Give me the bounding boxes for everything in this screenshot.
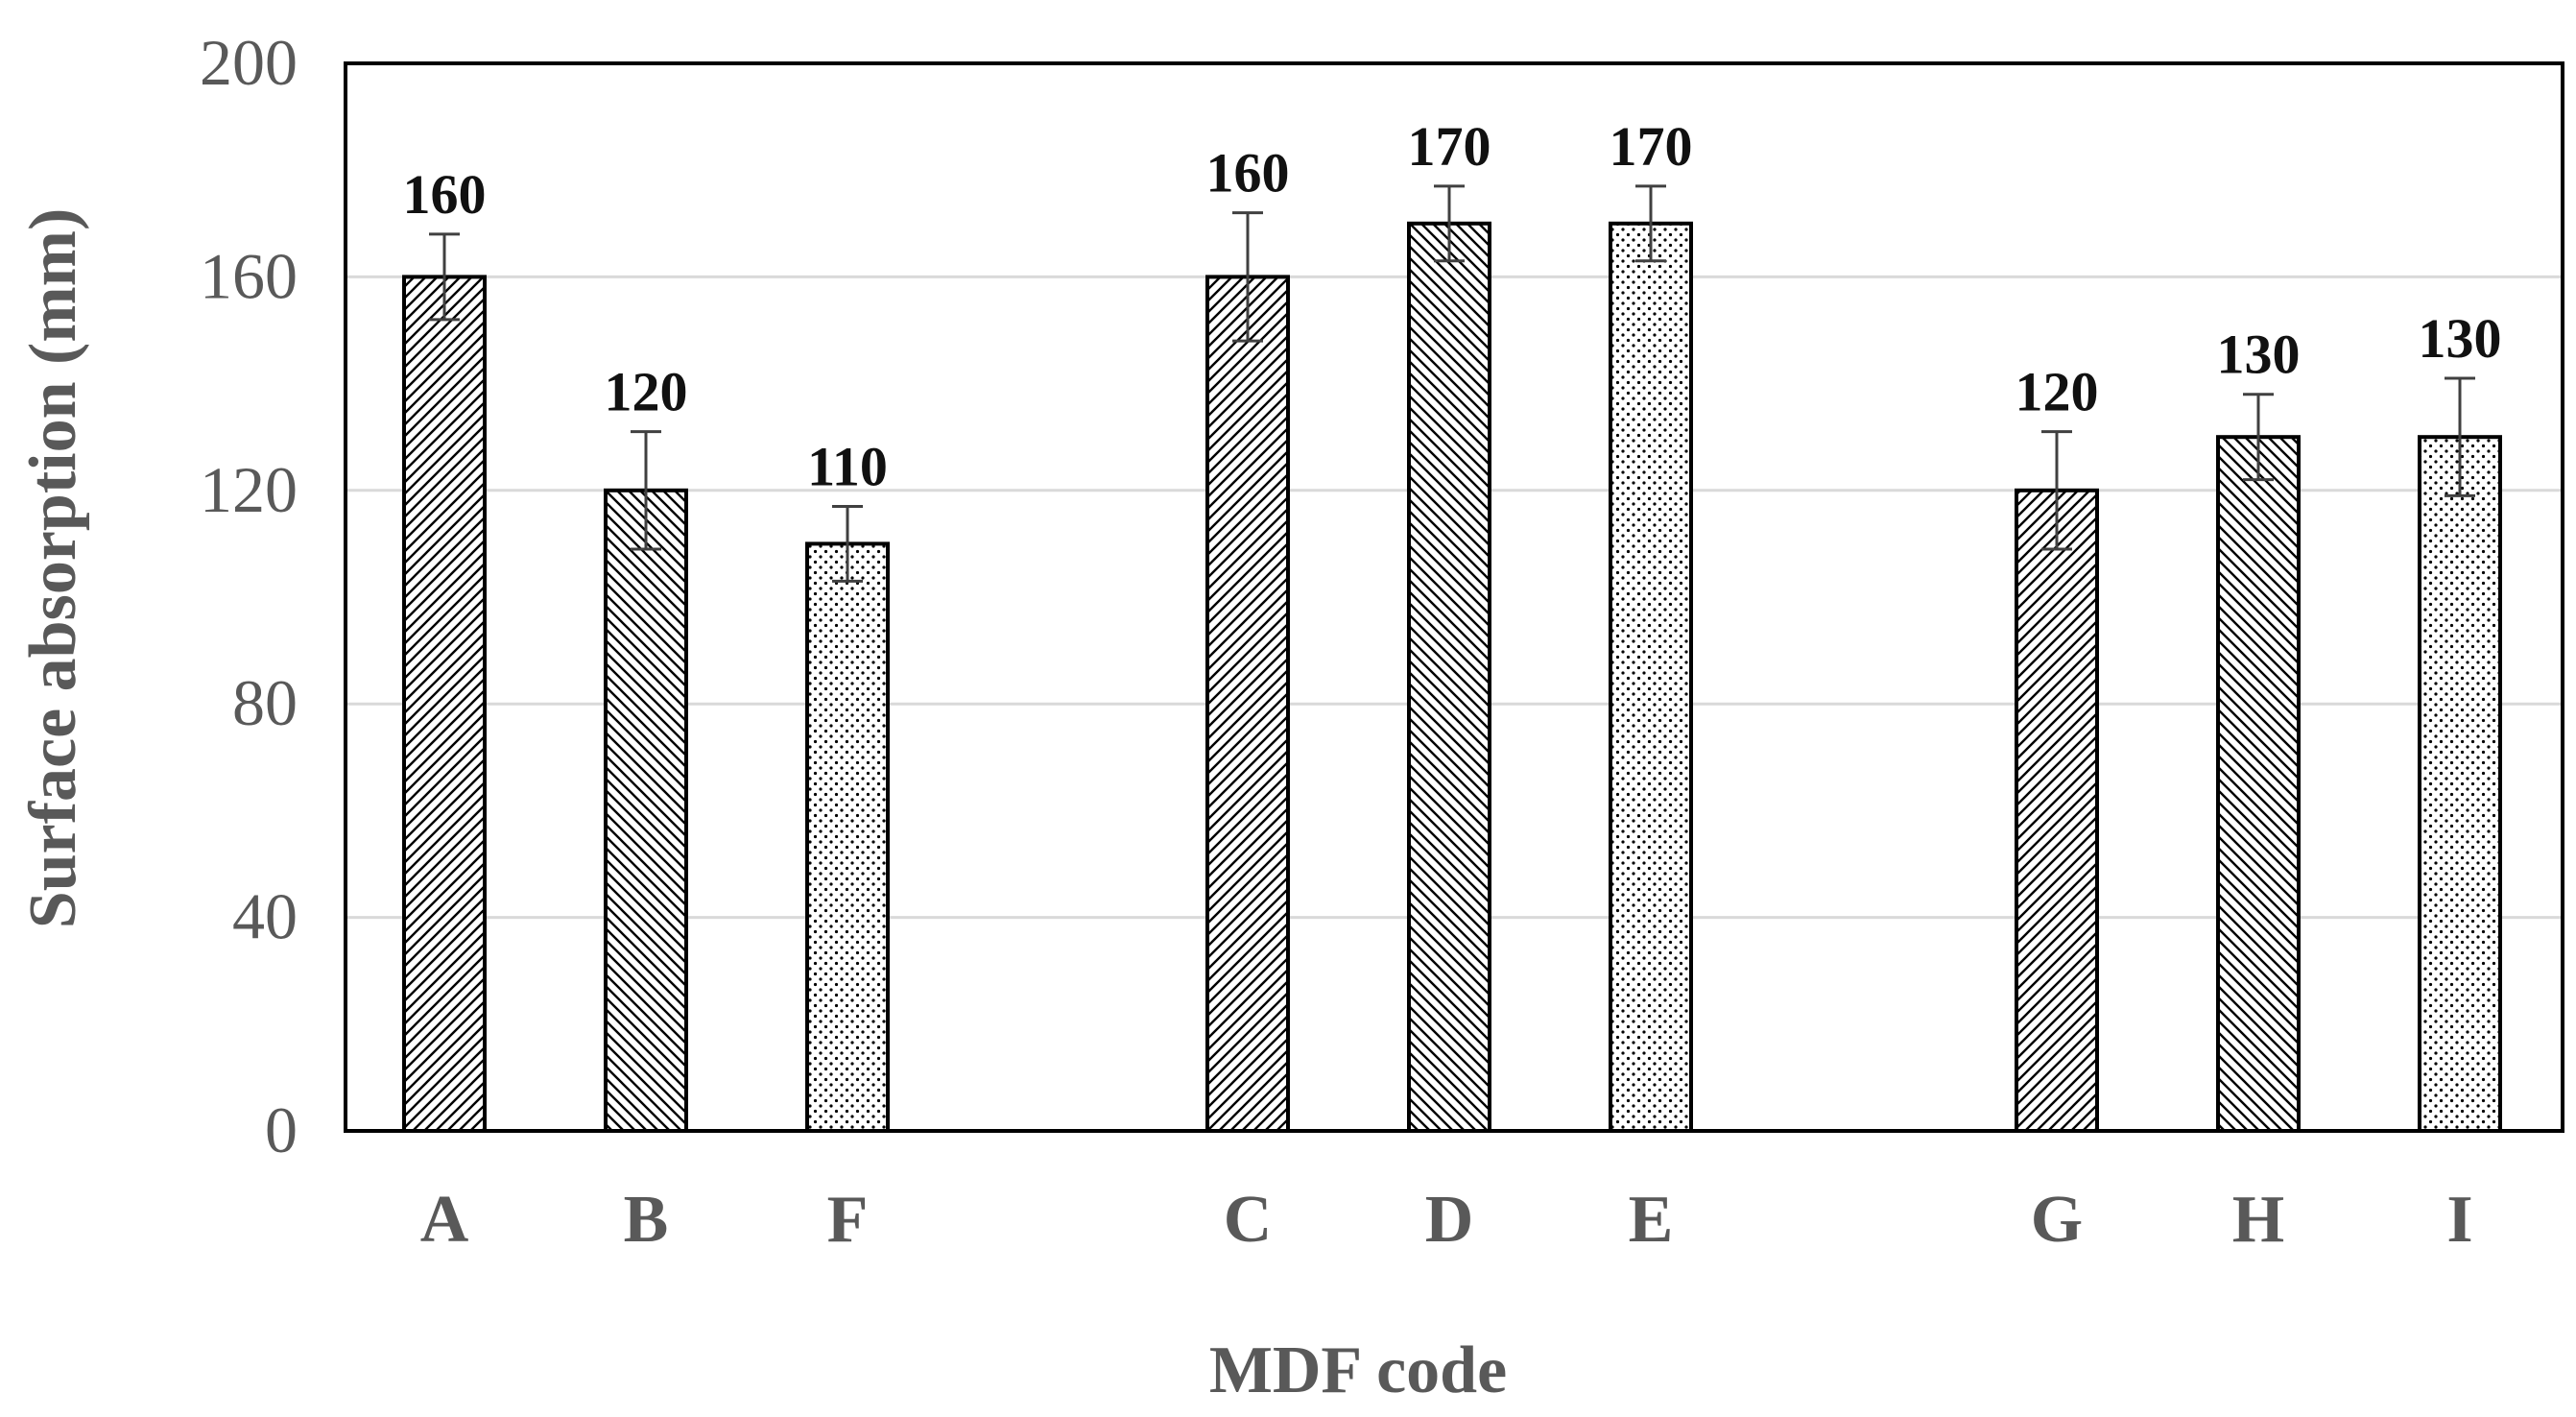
- x-tick-label-i: I: [2446, 1183, 2472, 1257]
- x-tick-label-d: D: [1425, 1183, 1474, 1257]
- bar-b: [604, 488, 688, 1133]
- bar-c: [1205, 275, 1290, 1133]
- bar-a: [402, 275, 487, 1133]
- data-label-h: 130: [2217, 324, 2301, 386]
- x-tick-label-a: A: [420, 1183, 469, 1257]
- bars: [402, 221, 2502, 1134]
- y-tick-label: 160: [200, 239, 298, 312]
- data-label-g: 120: [2015, 361, 2099, 423]
- x-tick-label-e: E: [1629, 1183, 1674, 1257]
- bar-h: [2216, 435, 2301, 1133]
- bar-g: [2015, 488, 2099, 1133]
- data-label-b: 120: [605, 361, 688, 423]
- y-tick-label: 200: [200, 26, 298, 99]
- x-tick-label-g: G: [2031, 1183, 2083, 1257]
- y-tick-label: 80: [232, 666, 298, 739]
- x-tick-label-b: B: [624, 1183, 669, 1257]
- data-label-f: 110: [807, 435, 888, 497]
- x-axis-title: MDF code: [1209, 1333, 1507, 1407]
- plot-area-frame: [344, 61, 2564, 1133]
- y-axis-title: Surface absorption (mm): [16, 208, 90, 928]
- data-label-e: 170: [1610, 115, 1693, 178]
- data-label-i: 130: [2419, 307, 2502, 370]
- data-labels: 160 120 110 160 170 170 120 130 130: [403, 115, 2502, 498]
- error-bars: [429, 184, 2475, 583]
- y-tick-label: 120: [200, 453, 298, 526]
- bar-d: [1407, 221, 1491, 1134]
- y-axis-ticks: 0 40 80 120 160 200: [200, 26, 298, 1166]
- bar-f: [805, 541, 890, 1133]
- bar-i: [2418, 435, 2502, 1133]
- x-tick-label-c: C: [1224, 1183, 1273, 1257]
- data-label-d: 170: [1408, 115, 1491, 178]
- data-label-a: 160: [403, 163, 487, 226]
- y-tick-label: 40: [232, 880, 298, 953]
- y-tick-label: 0: [265, 1093, 298, 1166]
- x-tick-label-h: H: [2232, 1183, 2284, 1257]
- data-label-c: 160: [1206, 142, 1290, 204]
- bar-e: [1609, 221, 1693, 1134]
- x-tick-label-f: F: [827, 1183, 869, 1257]
